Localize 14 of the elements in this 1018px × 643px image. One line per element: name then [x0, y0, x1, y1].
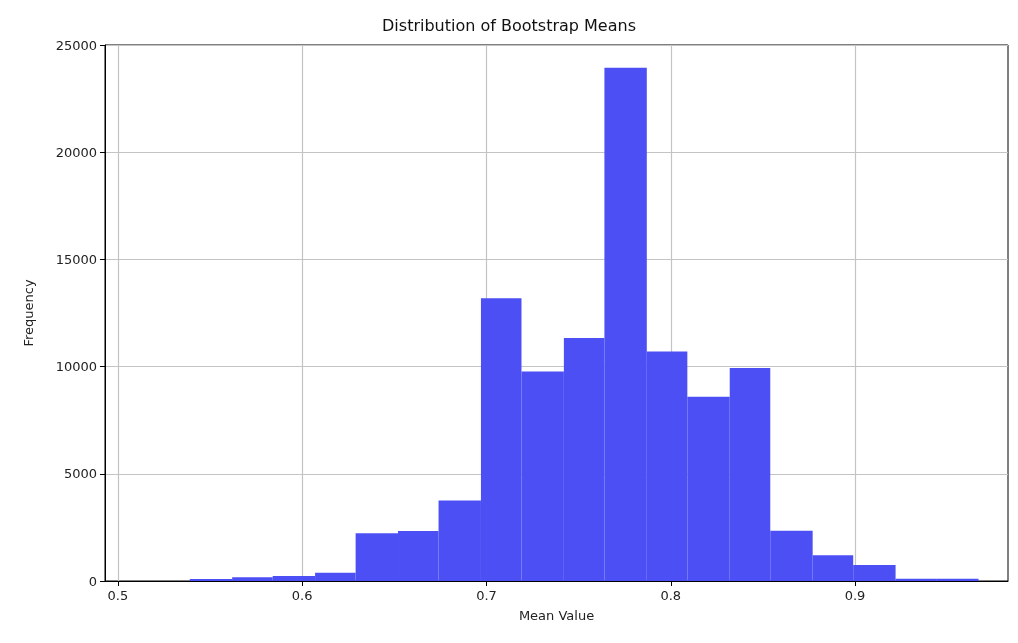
y-tick-label: 10000 [55, 359, 97, 375]
x-axis-title: Mean Value [518, 608, 595, 623]
y-tick-label: 20000 [55, 144, 97, 160]
y-tick-label: 5000 [63, 466, 97, 482]
y-axis-title: Frequency [21, 279, 36, 347]
chart-title: Distribution of Bootstrap Means [382, 15, 636, 35]
y-tick-label: 0 [88, 573, 97, 589]
y-tick-label: 15000 [55, 251, 97, 267]
x-tick-label: 0.5 [107, 588, 129, 603]
x-tick-label: 0.6 [291, 588, 313, 603]
x-tick-label: 0.9 [844, 588, 866, 603]
y-tick-label: 25000 [55, 37, 97, 53]
x-tick-label: 0.8 [660, 588, 682, 603]
x-tick-label: 0.7 [476, 588, 497, 603]
